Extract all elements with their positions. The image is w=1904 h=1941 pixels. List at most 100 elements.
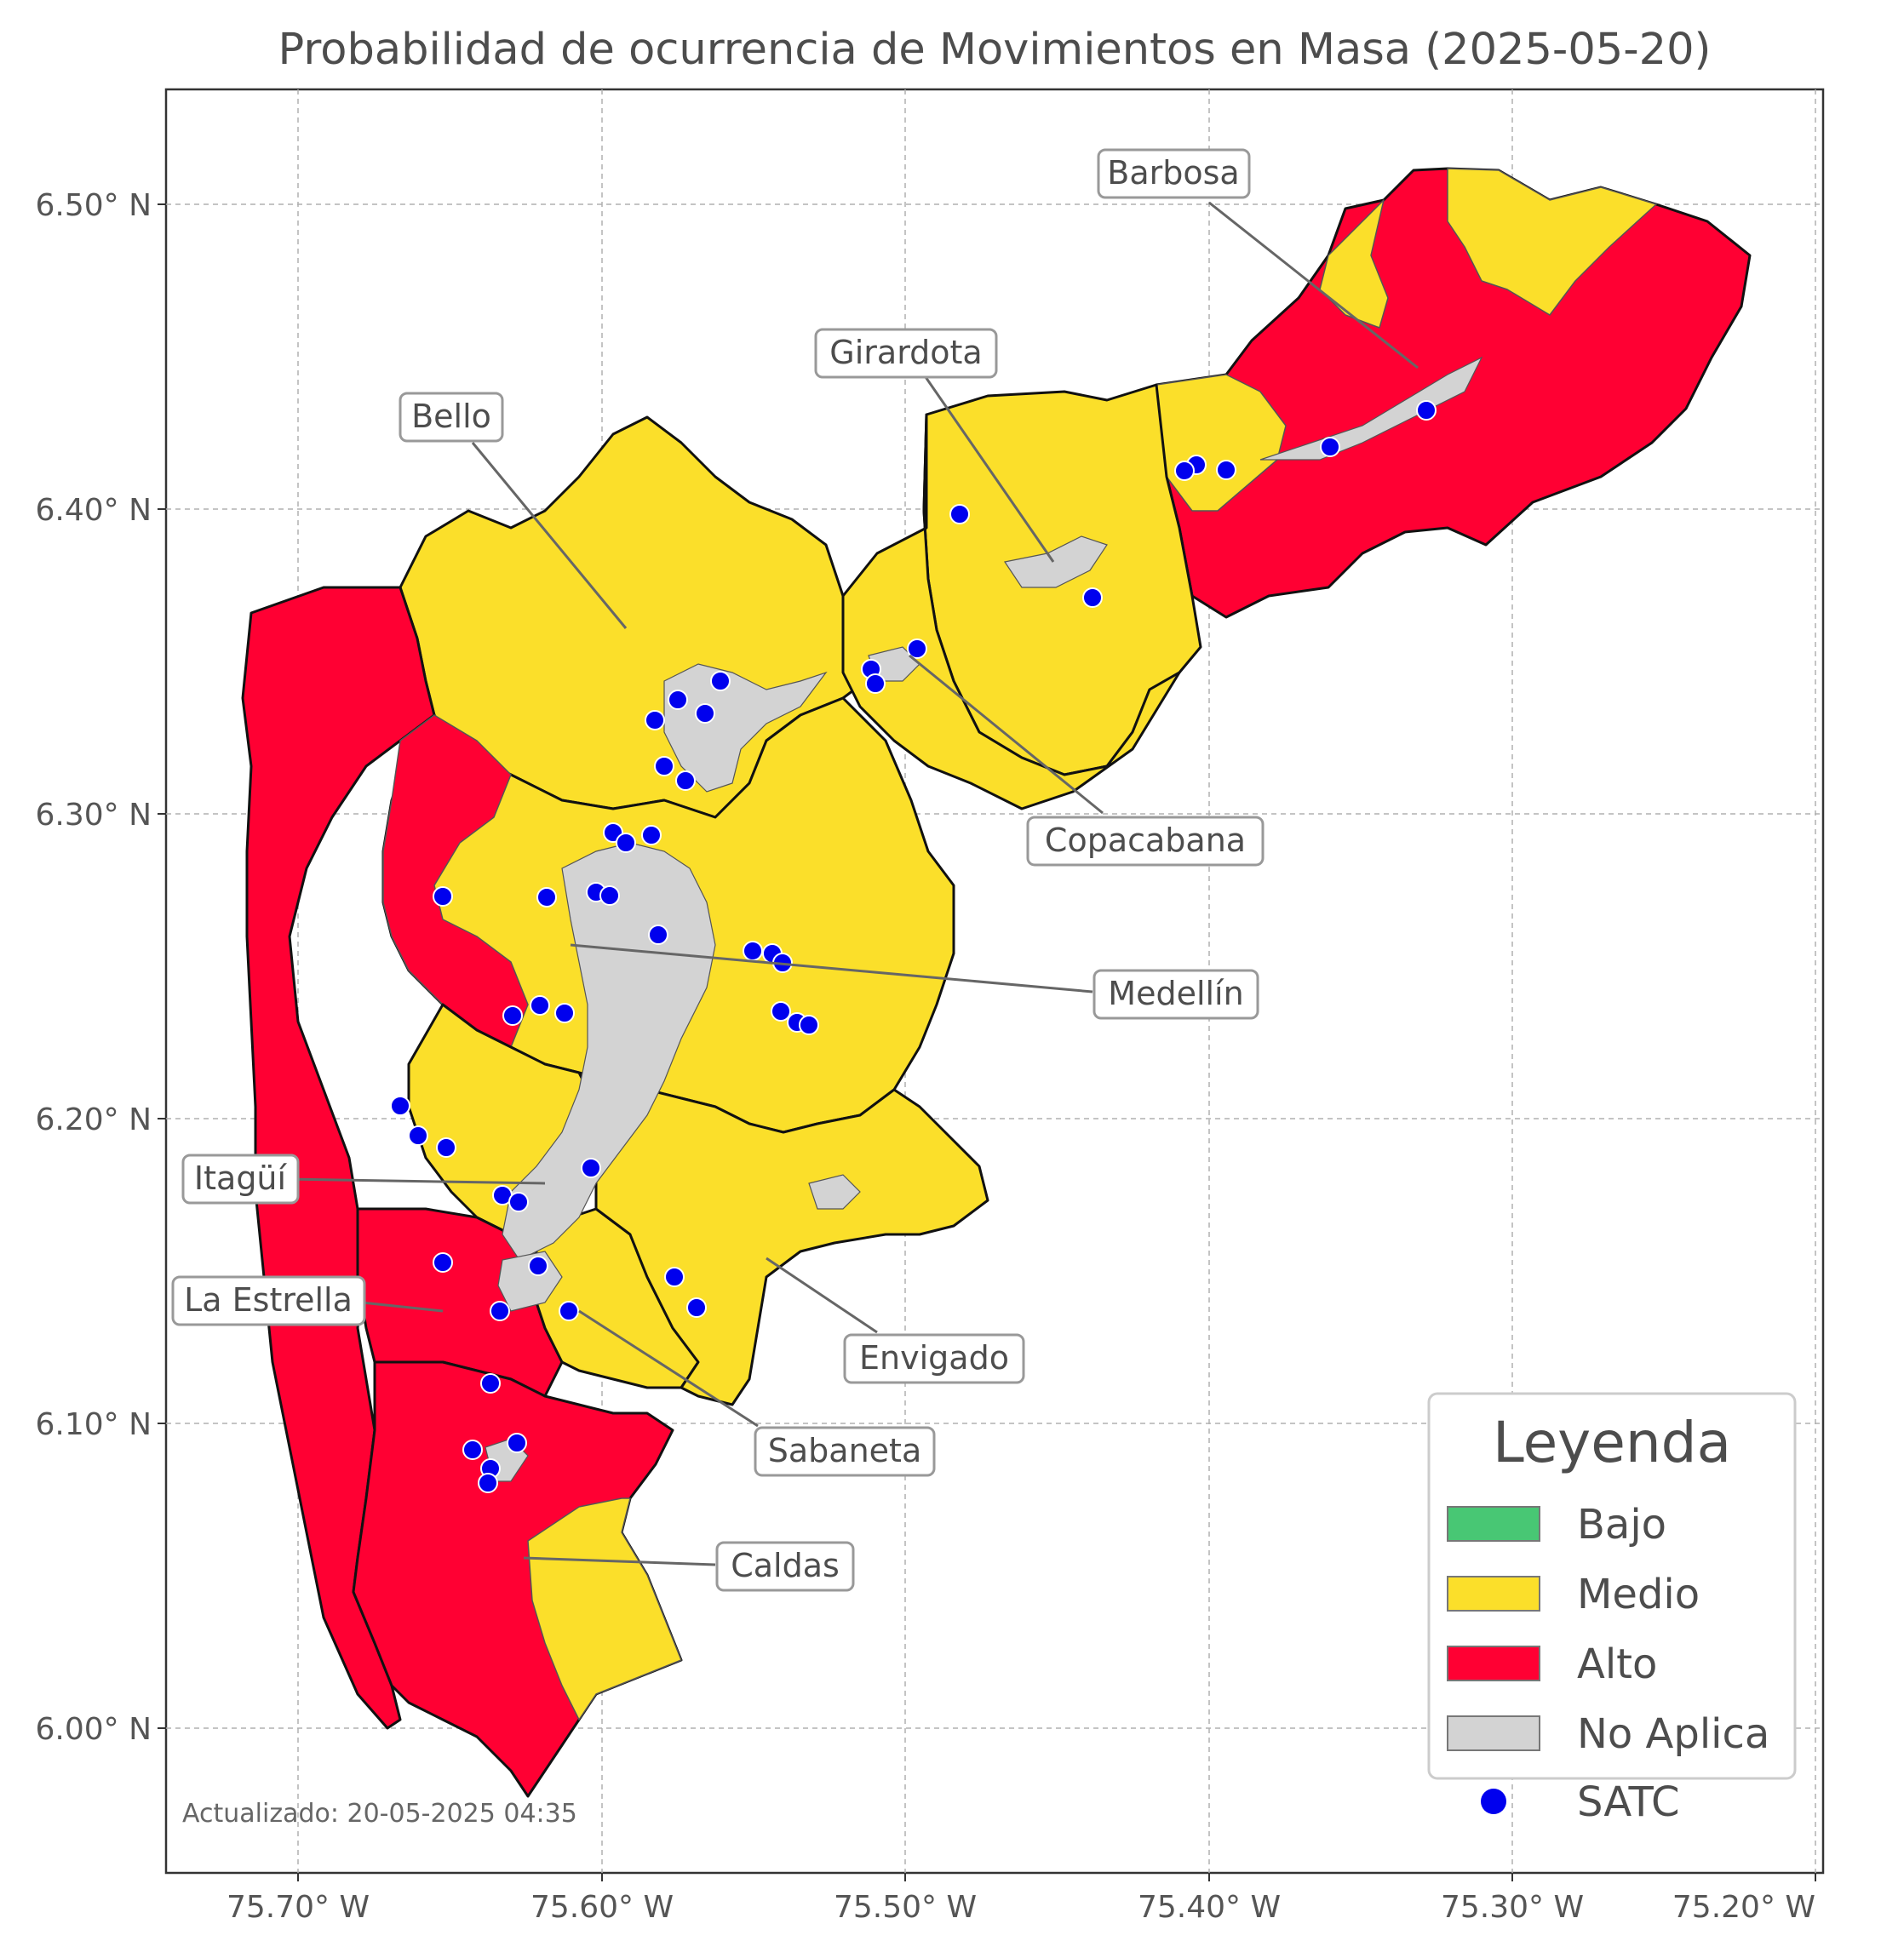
satc-station — [1082, 587, 1103, 608]
y-tick-label: 6.00° N — [35, 1712, 152, 1747]
satc-station — [664, 1267, 685, 1287]
callout-box-caldas — [715, 1541, 855, 1592]
y-axis: 6.50° N 6.40° N 6.30° N 6.20° N 6.10° N … — [35, 188, 166, 1747]
satc-station — [668, 690, 688, 710]
satc-station — [528, 1256, 548, 1276]
region-caldas-medio — [527, 1497, 682, 1721]
callout-box-medellin — [1093, 969, 1259, 1020]
urban-medellin — [502, 842, 716, 1261]
satc-station — [654, 756, 674, 776]
callout-barbosa: Barbosa — [1107, 154, 1239, 192]
satc-stations — [390, 400, 1437, 1493]
x-tick-label: 75.20° W — [1672, 1890, 1815, 1925]
region-medellin-alto — [382, 714, 529, 1048]
y-tick-label: 6.40° N — [35, 493, 152, 528]
satc-station — [390, 1096, 410, 1116]
legend-swatch-bajo — [1447, 1506, 1540, 1542]
legend-label-bajo: Bajo — [1577, 1501, 1666, 1549]
y-tick-label: 6.10° N — [35, 1407, 152, 1442]
callout-medellin: Medellín — [1108, 975, 1243, 1012]
callout-copacabana: Copacabana — [1045, 822, 1246, 859]
satc-station — [907, 638, 927, 659]
satc-station — [743, 941, 763, 961]
legend-label-alto: Alto — [1577, 1640, 1657, 1688]
no-aplica-areas — [485, 356, 1483, 1482]
satc-station — [408, 1125, 428, 1146]
arrow-girardota — [922, 374, 1055, 563]
satc-station — [865, 673, 886, 694]
callout-box-itagui — [181, 1154, 300, 1205]
satc-station — [1174, 461, 1195, 481]
x-tick-label: 75.50° W — [834, 1890, 977, 1925]
y-tick-label: 6.50° N — [35, 188, 152, 223]
arrow-itagui — [284, 1177, 546, 1185]
arrow-la-estrella — [361, 1301, 444, 1313]
x-tick-label: 75.40° W — [1138, 1890, 1281, 1925]
satc-station — [559, 1301, 579, 1321]
x-axis: 75.70° W 75.60° W 75.50° W 75.40° W 75.3… — [227, 1873, 1816, 1925]
callout-la-estrella: La Estrella — [184, 1281, 353, 1319]
arrow-sabaneta — [578, 1309, 759, 1428]
satc-station — [508, 1192, 529, 1212]
arrow-medellin — [570, 943, 1093, 993]
region-barbosa-medio — [1447, 168, 1657, 316]
arrow-barbosa — [1208, 201, 1419, 369]
satc-station — [949, 504, 970, 524]
satc-station — [490, 1301, 510, 1321]
satc-station — [648, 925, 668, 945]
satc-station — [502, 1005, 523, 1026]
satc-station — [433, 1252, 453, 1273]
arrow-bello — [471, 442, 628, 629]
updated-timestamp: Actualizado: 20-05-2025 04:35 — [182, 1799, 577, 1829]
satc-station — [799, 1015, 819, 1035]
satc-station — [1216, 460, 1236, 480]
callout-girardota: Girardota — [829, 334, 982, 371]
arrow-caldas — [523, 1556, 716, 1566]
callout-arrows — [284, 201, 1419, 1566]
y-tick-label: 6.30° N — [35, 798, 152, 833]
satc-station — [616, 833, 636, 853]
satc-station — [530, 995, 550, 1016]
callout-caldas: Caldas — [731, 1547, 840, 1584]
callout-box-barbosa — [1097, 148, 1251, 199]
satc-station — [641, 825, 662, 845]
satc-station — [480, 1373, 501, 1394]
y-tick-label: 6.20° N — [35, 1102, 152, 1137]
satc-station — [710, 671, 731, 691]
callout-sabaneta: Sabaneta — [768, 1432, 921, 1469]
satc-station — [1416, 400, 1437, 421]
legend-label-medio: Medio — [1577, 1571, 1700, 1618]
satc-station — [478, 1473, 498, 1493]
urban-barbosa — [1259, 356, 1483, 461]
urban-girardota — [1004, 535, 1108, 588]
satc-station — [507, 1433, 527, 1453]
callout-bello: Bello — [411, 398, 491, 435]
satc-station — [686, 1297, 707, 1318]
satc-station — [695, 703, 715, 724]
satc-station — [581, 1158, 601, 1178]
map-title: Probabilidad de ocurrencia de Movimiento… — [278, 25, 1712, 75]
callout-itagui: Itagüí — [194, 1159, 288, 1197]
legend-title: Leyenda — [1493, 1410, 1731, 1475]
satc-station — [536, 887, 557, 908]
legend-label-satc: SATC — [1577, 1778, 1680, 1826]
satc-station — [462, 1440, 483, 1460]
callout-labels: Barbosa Girardota Bello Copacabana Medel… — [171, 148, 1265, 1592]
callout-box-copacabana — [1026, 816, 1265, 867]
satc-station — [554, 1003, 575, 1023]
urban-envigado-east — [808, 1174, 861, 1210]
satc-station — [436, 1137, 456, 1158]
legend-swatch-medio — [1447, 1576, 1540, 1612]
legend: Leyenda Bajo Medio Alto No Aplica SATC — [1427, 1392, 1797, 1826]
region-copacabana — [841, 413, 1181, 810]
legend-box — [1427, 1392, 1797, 1780]
x-tick-label: 75.30° W — [1441, 1890, 1584, 1925]
x-tick-label: 75.60° W — [530, 1890, 674, 1925]
callout-box-envigado — [843, 1333, 1025, 1384]
legend-swatch-alto — [1447, 1646, 1540, 1681]
satc-station — [433, 886, 453, 907]
satc-station — [599, 885, 620, 906]
legend-swatch-no-aplica — [1447, 1715, 1540, 1751]
arrow-envigado — [766, 1257, 878, 1334]
